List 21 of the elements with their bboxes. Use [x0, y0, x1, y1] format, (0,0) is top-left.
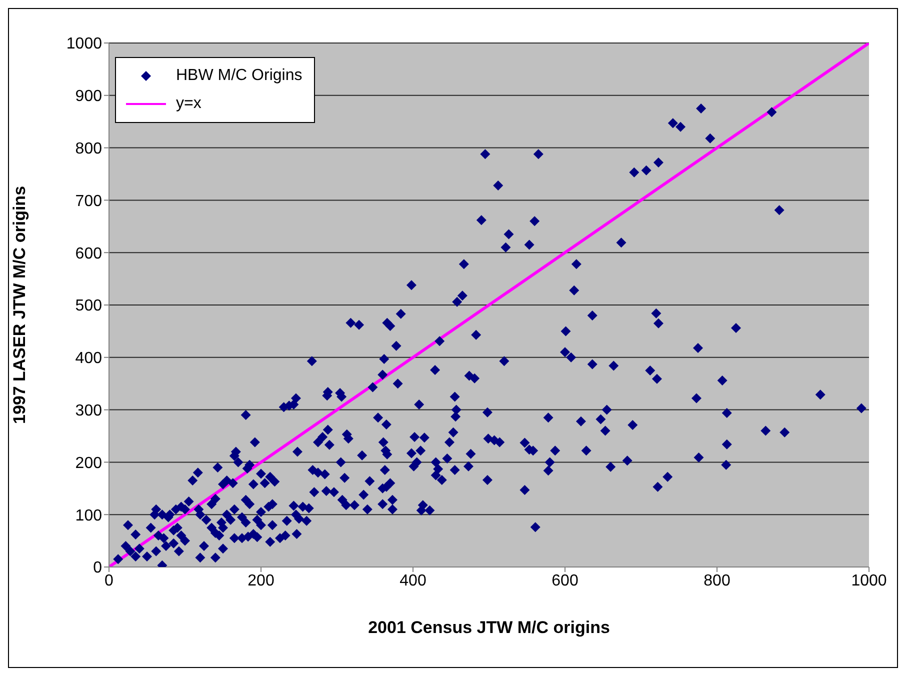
- y-tick-label: 1000: [66, 36, 102, 53]
- x-tick-label: 400: [400, 572, 426, 590]
- x-tick-label: 1000: [851, 572, 887, 590]
- legend-label: HBW M/C Origins: [176, 67, 302, 85]
- y-axis-title: 1997 LASER JTW M/C origins: [10, 186, 30, 424]
- y-tick-label: 100: [75, 507, 102, 524]
- y-tick-label: 400: [75, 350, 102, 368]
- y-tick-label: 300: [75, 402, 102, 420]
- y-tick-label: 500: [75, 298, 102, 315]
- y-tick-label: 800: [75, 140, 102, 158]
- y-tick-label: 700: [75, 192, 102, 210]
- x-tick-label: 800: [704, 572, 730, 590]
- x-tick-label: 200: [248, 572, 274, 590]
- x-tick-label: 0: [104, 572, 114, 590]
- x-axis-title: 2001 Census JTW M/C origins: [368, 618, 610, 637]
- y-tick-label: 0: [93, 560, 102, 577]
- legend-label: y=x: [176, 95, 202, 113]
- x-tick-label: 600: [552, 572, 578, 590]
- y-tick-label: 600: [75, 245, 102, 262]
- y-tick-label: 200: [75, 454, 102, 472]
- y-tick-label: 900: [75, 88, 102, 106]
